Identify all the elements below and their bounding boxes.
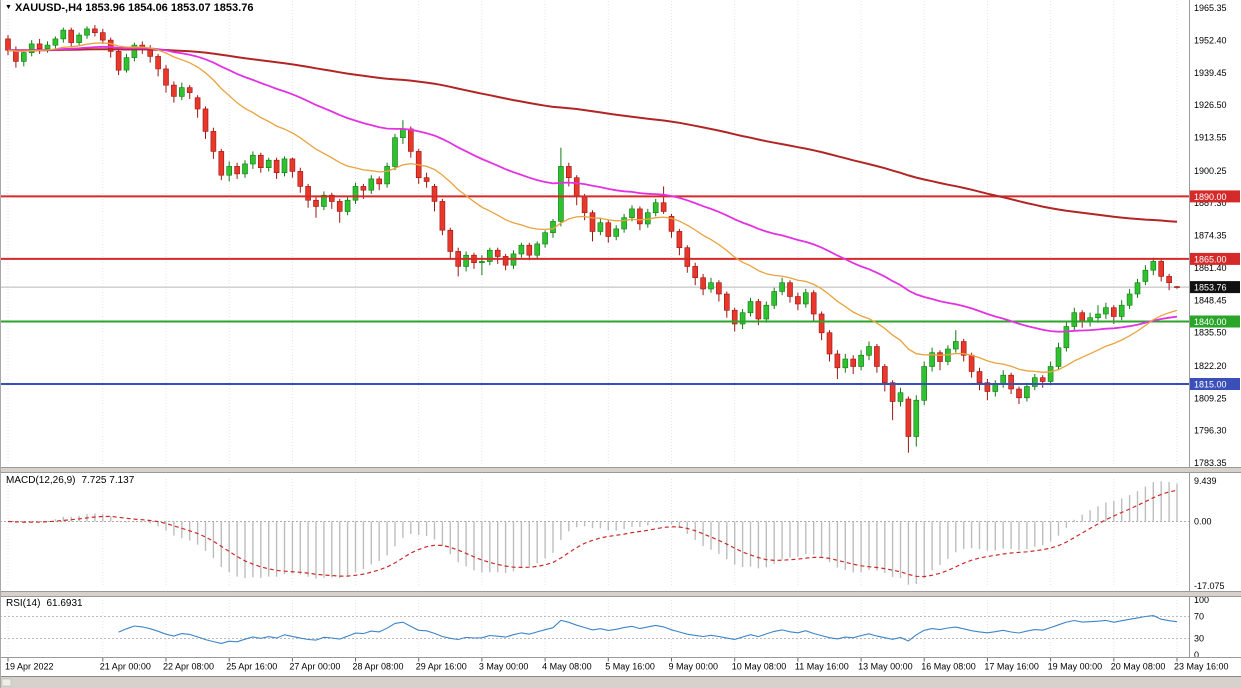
price-badge-1865.00 xyxy=(1190,252,1240,265)
date-label: 5 May 16:00 xyxy=(605,662,655,672)
date-label: 22 Apr 08:00 xyxy=(163,662,214,672)
date-label: 4 May 08:00 xyxy=(542,662,592,672)
date-label: 10 May 08:00 xyxy=(732,662,787,672)
price-axis-label: 1835.50 xyxy=(1194,328,1227,338)
date-label: 19 May 00:00 xyxy=(1048,662,1103,672)
price-axis-label: 1809.25 xyxy=(1194,393,1227,403)
price-axis-label: 1783.35 xyxy=(1194,458,1227,468)
macd-values: 7.725 7.137 xyxy=(81,475,135,486)
price-axis-label: 1965.35 xyxy=(1194,3,1227,13)
date-label: 13 May 00:00 xyxy=(858,662,913,672)
date-label: 23 May 16:00 xyxy=(1174,662,1229,672)
svg-text:-17.075: -17.075 xyxy=(1194,581,1225,591)
price-axis-label: 1861.40 xyxy=(1194,263,1227,273)
date-label: 21 Apr 00:00 xyxy=(100,662,151,672)
chart-header: ▼ XAUUSD-,H4 1853.96 1854.06 1853.07 1853… xyxy=(5,2,253,14)
date-label: 19 Apr 2022 xyxy=(5,662,54,672)
svg-text:1840.00: 1840.00 xyxy=(1194,317,1227,327)
price-axis: 1965.35 1952.40 1939.45 1926.50 1913.55 1900.… xyxy=(1189,0,1241,660)
ma-layer xyxy=(7,42,1178,373)
svg-text:9.439: 9.439 xyxy=(1194,476,1217,486)
ma-mid-line xyxy=(7,45,1178,333)
svg-text:0.00: 0.00 xyxy=(1194,517,1212,527)
price-axis-label: 1796.30 xyxy=(1194,426,1227,436)
price-axis-label: 1926.50 xyxy=(1194,100,1227,110)
svg-text:1890.00: 1890.00 xyxy=(1194,192,1227,202)
macd-pane xyxy=(0,481,1189,585)
chart-title: XAUUSD-,H4 1853.96 1854.06 1853.07 1853.… xyxy=(14,2,254,14)
price-axis-label: 1952.40 xyxy=(1194,35,1227,45)
svg-text:1853.76: 1853.76 xyxy=(1194,283,1227,293)
price-axis-label: 1848.45 xyxy=(1194,295,1227,305)
chart-collapse-icon[interactable]: ▼ xyxy=(5,4,12,11)
svg-text:1815.00: 1815.00 xyxy=(1194,380,1227,390)
price-badge-1840.00 xyxy=(1190,315,1240,328)
grid-layer xyxy=(0,1,1189,655)
date-label: 25 Apr 16:00 xyxy=(226,662,277,672)
date-label: 9 May 00:00 xyxy=(669,662,719,672)
date-label: 28 Apr 08:00 xyxy=(353,662,404,672)
candles-layer xyxy=(5,25,1180,453)
rsi-value: 61.6931 xyxy=(46,598,83,609)
date-label: 17 May 16:00 xyxy=(984,662,1039,672)
macd-signal-line xyxy=(7,489,1178,578)
macd-name: MACD(12,26,9) xyxy=(6,475,76,486)
rsi-line xyxy=(118,615,1178,644)
rsi-indicator-label: RSI(14) 61.6931 xyxy=(6,598,83,609)
svg-text:1865.00: 1865.00 xyxy=(1194,254,1227,264)
date-axis: 19 Apr 2022 21 Apr 00:00 22 Apr 08:00 25 Ap… xyxy=(5,658,1229,672)
date-label: 27 Apr 00:00 xyxy=(289,662,340,672)
ma-fast-line xyxy=(7,42,1178,373)
rsi-pane xyxy=(0,615,1189,644)
svg-text:0: 0 xyxy=(1194,650,1199,660)
price-axis-label: 1887.30 xyxy=(1194,198,1227,208)
panel-separators xyxy=(0,467,1241,658)
price-axis-label: 1939.45 xyxy=(1194,68,1227,78)
pane-separator[interactable] xyxy=(0,467,1241,473)
rsi-name: RSI(14) xyxy=(6,598,41,609)
ma-slow-line xyxy=(7,48,1178,223)
date-label: 11 May 16:00 xyxy=(795,662,849,672)
price-axis-label: 1913.55 xyxy=(1194,133,1227,143)
window-bottom-strip xyxy=(0,676,1241,688)
macd-indicator-label: MACD(12,26,9) 7.725 7.137 xyxy=(6,475,134,486)
date-label: 3 May 00:00 xyxy=(479,662,529,672)
price-axis-label: 1874.35 xyxy=(1194,231,1227,241)
price-badge-1815.00 xyxy=(1190,378,1240,390)
price-badge-1853.76 xyxy=(1190,281,1240,294)
svg-text:30: 30 xyxy=(1194,634,1204,644)
svg-text:70: 70 xyxy=(1194,612,1204,622)
pane-separator[interactable] xyxy=(0,591,1241,597)
hlines-layer xyxy=(0,195,1189,385)
date-label: 20 May 08:00 xyxy=(1111,662,1166,672)
price-badge-1890.00 xyxy=(1190,190,1240,203)
price-axis-label: 1900.25 xyxy=(1194,166,1227,176)
date-label: 16 May 08:00 xyxy=(921,662,976,672)
date-label: 29 Apr 16:00 xyxy=(416,662,467,672)
svg-text:100: 100 xyxy=(1194,595,1209,605)
price-axis-label: 1822.20 xyxy=(1194,361,1227,371)
